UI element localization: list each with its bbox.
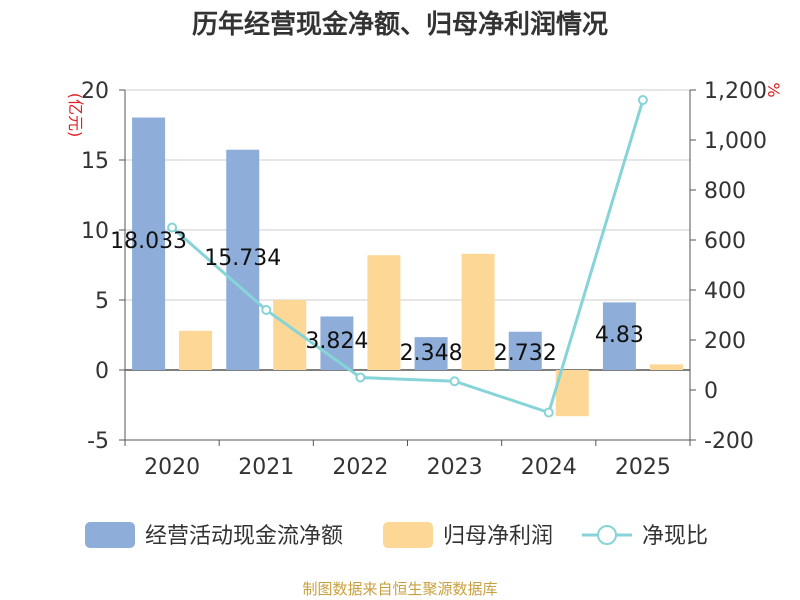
legend-label-cashflow[interactable]: 经营活动现金流净额 xyxy=(145,524,343,549)
ratio-point xyxy=(543,407,554,418)
ratio-point xyxy=(637,95,648,105)
legend-swatch-net-profit[interactable] xyxy=(383,522,433,548)
y-left-tick-label: 0 xyxy=(95,359,109,384)
bar-cashflow xyxy=(602,302,636,370)
legend-label-net-profit[interactable]: 归母净利润 xyxy=(443,524,553,549)
y-left-tick-label: 15 xyxy=(81,149,109,174)
y-left-unit: (亿元) xyxy=(66,93,85,138)
x-tick-label: 2025 xyxy=(615,455,671,480)
axes: -5 0 5 10 15 20 -200 0 200 400 600 800 1,000 1,200 202… xyxy=(66,79,783,480)
ratio-line xyxy=(167,95,648,418)
ratio-line-path xyxy=(171,99,645,415)
y-right-tick-label: 600 xyxy=(704,229,746,254)
y-right-tick-label: 200 xyxy=(704,329,746,354)
x-tick-label: 2020 xyxy=(144,455,200,480)
legend: 经营活动现金流净额 归母净利润 净现比 xyxy=(85,522,708,549)
legend-swatch-cashflow[interactable] xyxy=(85,522,135,548)
data-label: 3.824 xyxy=(305,329,368,354)
source-note: 制图数据来自恒生聚源数据库 xyxy=(302,580,497,598)
y-right-tick-label: 1,200 xyxy=(704,79,767,104)
bar-net-profit xyxy=(367,255,401,370)
data-labels: 18.033 15.734 3.824 2.348 2.732 4.83 xyxy=(110,229,644,366)
x-tick-label: 2024 xyxy=(521,455,577,480)
y-left-tick-label: -5 xyxy=(87,429,109,454)
x-tick-label: 2022 xyxy=(332,455,388,480)
x-tick-label: 2021 xyxy=(238,455,294,480)
data-label: 15.734 xyxy=(204,246,281,271)
y-left-tick-label: 5 xyxy=(95,289,109,314)
bar-cashflow xyxy=(226,149,260,370)
bar-net-profit xyxy=(461,253,495,370)
ratio-point xyxy=(167,222,178,233)
y-right-unit: % xyxy=(764,82,783,97)
bar-net-profit xyxy=(179,330,213,370)
ratio-point xyxy=(449,376,460,387)
bar-net-profit xyxy=(555,370,589,417)
y-left-tick-label: 20 xyxy=(81,79,109,104)
y-right-tick-label: 0 xyxy=(704,379,718,404)
data-label: 2.732 xyxy=(494,341,557,366)
data-label: 2.348 xyxy=(400,341,463,366)
bar-cashflow xyxy=(132,117,166,371)
y-left-tick-label: 10 xyxy=(81,219,109,244)
legend-label-ratio[interactable]: 净现比 xyxy=(642,524,708,549)
ratio-point xyxy=(261,305,272,315)
chart-title: 历年经营现金净额、归母净利润情况 xyxy=(192,9,608,40)
gridlines xyxy=(125,89,690,441)
data-label: 4.83 xyxy=(595,323,644,348)
ratio-point xyxy=(355,372,366,383)
y-right-tick-label: 400 xyxy=(704,279,746,304)
bar-cashflow xyxy=(508,331,542,370)
bar-net-profit xyxy=(649,364,683,370)
y-right-tick-label: -200 xyxy=(704,429,754,454)
y-right-tick-label: 1,000 xyxy=(704,129,767,154)
y-right-tick-label: 800 xyxy=(704,179,746,204)
legend-marker-ratio[interactable] xyxy=(597,525,617,545)
data-label: 18.033 xyxy=(110,229,187,254)
x-tick-label: 2023 xyxy=(427,455,483,480)
bar-cashflow xyxy=(414,337,448,370)
